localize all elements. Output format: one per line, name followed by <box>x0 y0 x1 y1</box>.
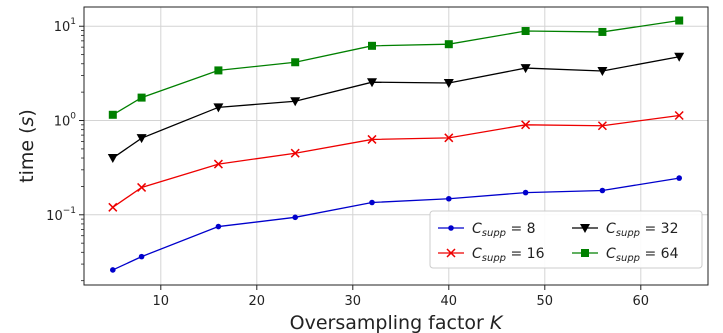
data-point <box>599 187 606 194</box>
data-point <box>292 214 299 221</box>
x-tick-label: 60 <box>633 294 650 309</box>
marker-stroke <box>108 202 118 212</box>
series-64 <box>108 16 684 119</box>
data-point <box>290 148 300 158</box>
x-tick-label: 20 <box>249 294 266 309</box>
data-point <box>522 189 529 196</box>
data-point <box>367 78 377 88</box>
data-point <box>444 40 453 49</box>
x-axis-title: Oversampling factor K <box>290 312 504 333</box>
marker-stroke <box>290 148 300 158</box>
series-line <box>112 114 680 208</box>
marker-stroke <box>137 182 147 192</box>
marker-stroke <box>597 121 607 131</box>
legend-marker <box>448 225 454 231</box>
data-point <box>676 175 682 181</box>
data-point <box>137 93 146 102</box>
legend-entry-16: Csupp = 16 <box>438 246 545 264</box>
series-line <box>112 19 680 116</box>
y-tick-label: 101 <box>54 17 76 35</box>
data-point <box>108 202 118 212</box>
legend-entry-8: Csupp = 8 <box>438 221 536 239</box>
data-point <box>290 97 301 107</box>
series-16 <box>108 110 684 212</box>
data-point <box>137 182 147 192</box>
data-point <box>597 67 608 77</box>
data-point <box>598 27 607 36</box>
plot-area <box>83 6 709 286</box>
data-point <box>674 110 684 121</box>
data-point <box>108 110 117 119</box>
legend-marker <box>446 248 456 258</box>
y-tick-label: 10−1 <box>46 206 76 224</box>
data-point <box>520 64 531 74</box>
data-point <box>675 16 684 25</box>
data-point <box>214 66 223 75</box>
marker-stroke <box>444 133 454 143</box>
legend-box <box>429 210 703 269</box>
marker-stroke <box>674 110 684 121</box>
legend-label: Csupp = 16 <box>472 246 545 264</box>
marker-stroke <box>213 159 223 169</box>
series-32 <box>107 52 685 164</box>
data-point <box>674 52 685 62</box>
plot-series <box>107 16 685 273</box>
legend: Csupp = 8 Csupp = 16 Csupp = 32 Csupp = 64 <box>429 210 703 269</box>
data-point <box>597 121 607 131</box>
data-point <box>213 159 223 169</box>
legend-label: Csupp = 8 <box>472 221 536 239</box>
data-point <box>215 223 222 230</box>
data-point <box>136 134 147 144</box>
data-point <box>521 27 530 36</box>
data-point <box>444 133 454 143</box>
legend-entry-64: Csupp = 64 <box>572 246 679 264</box>
data-point <box>291 58 300 67</box>
x-tick-label: 50 <box>537 294 554 309</box>
data-point <box>521 120 531 130</box>
series-line <box>112 56 680 159</box>
legend-marker <box>581 249 589 257</box>
legend-entry-32: Csupp = 32 <box>572 221 678 239</box>
legend-marker <box>580 224 590 233</box>
data-point <box>107 154 118 164</box>
y-tick-label: 100 <box>54 112 77 130</box>
x-tick-label: 40 <box>441 294 458 309</box>
data-point <box>138 253 145 260</box>
legend-label: Csupp = 64 <box>606 246 679 264</box>
marker-stroke <box>446 248 456 258</box>
x-tick-label: 30 <box>345 294 362 309</box>
data-point <box>368 41 376 50</box>
data-point <box>110 267 116 273</box>
axis-ticks: 10 20 30 40 50 60 10−1 100 101 <box>46 17 649 309</box>
legend-label: Csupp = 32 <box>606 221 678 239</box>
data-point <box>443 79 454 89</box>
y-axis-title: time (s) <box>16 109 38 183</box>
data-point <box>213 103 224 113</box>
marker-stroke <box>521 120 531 130</box>
data-point <box>367 134 377 144</box>
data-point <box>446 195 452 202</box>
x-tick-label: 10 <box>153 294 170 309</box>
grid <box>84 7 708 285</box>
series-8 <box>110 175 682 273</box>
marker-stroke <box>367 134 377 144</box>
data-point <box>369 199 375 206</box>
